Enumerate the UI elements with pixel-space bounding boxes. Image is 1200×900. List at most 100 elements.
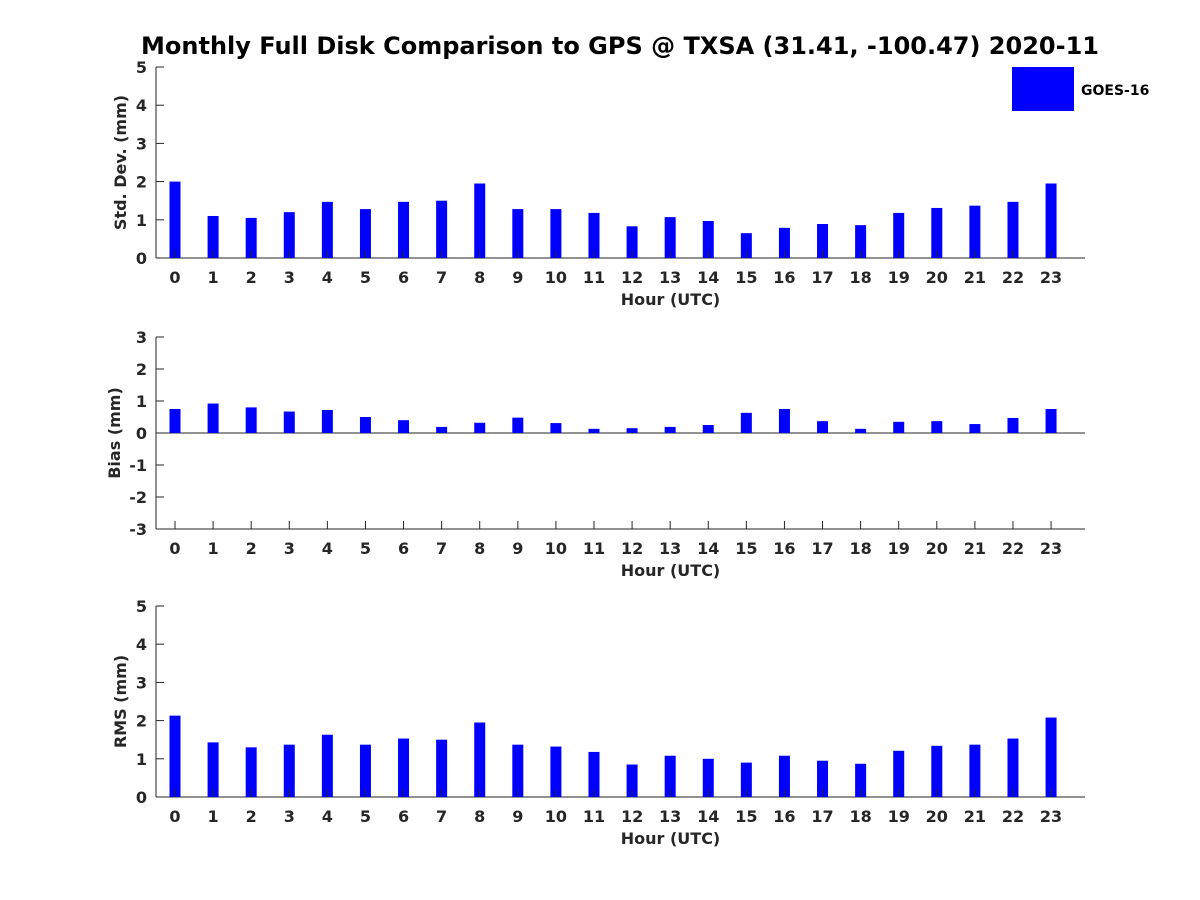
bias-bar bbox=[550, 423, 562, 433]
rms-bar bbox=[702, 758, 714, 797]
bias-bar bbox=[817, 421, 829, 433]
rms-xtick-label: 15 bbox=[735, 807, 757, 826]
bias-xtick-label: 12 bbox=[621, 539, 643, 558]
std-dev-bar bbox=[436, 200, 448, 258]
std-dev-xtick-label: 14 bbox=[697, 268, 719, 287]
bias-bar bbox=[398, 420, 410, 433]
std-dev-bar bbox=[778, 227, 790, 258]
std-dev-ytick-label: 0 bbox=[136, 249, 147, 268]
bias-bar bbox=[740, 412, 752, 433]
bias-xtick-label: 22 bbox=[1002, 539, 1024, 558]
bias-xtick-label: 21 bbox=[964, 539, 986, 558]
bias-bar bbox=[893, 421, 905, 433]
rms-ytick-label: 5 bbox=[136, 597, 147, 616]
std-dev-xtick-label: 7 bbox=[436, 268, 447, 287]
rms-xtick-label: 6 bbox=[398, 807, 409, 826]
bias-ytick-label: 0 bbox=[136, 424, 147, 443]
std-dev-xtick-label: 21 bbox=[964, 268, 986, 287]
rms-ytick-label: 2 bbox=[136, 712, 147, 731]
rms-xtick-label: 4 bbox=[322, 807, 333, 826]
std-dev-ytick-label: 4 bbox=[136, 96, 147, 115]
rms-xtick-label: 14 bbox=[697, 807, 719, 826]
rms-xtick-label: 22 bbox=[1002, 807, 1024, 826]
legend-label: GOES-16 bbox=[1081, 83, 1149, 99]
bias-ytick-label: -1 bbox=[129, 456, 147, 475]
bias-xtick-label: 0 bbox=[169, 539, 180, 558]
bias-bar bbox=[169, 409, 181, 433]
rms-bar bbox=[436, 739, 448, 797]
rms-xtick-label: 8 bbox=[474, 807, 485, 826]
rms-xtick-label: 7 bbox=[436, 807, 447, 826]
bias-xtick-label: 18 bbox=[849, 539, 871, 558]
rms-bar bbox=[969, 744, 981, 797]
std-dev-xtick-label: 19 bbox=[888, 268, 910, 287]
std-dev-bar bbox=[1045, 183, 1057, 258]
std-dev-xtick-label: 13 bbox=[659, 268, 681, 287]
bias-xtick-label: 3 bbox=[284, 539, 295, 558]
std-dev-bar bbox=[359, 209, 371, 258]
std-dev-xtick-label: 0 bbox=[169, 268, 180, 287]
rms-xtick-label: 13 bbox=[659, 807, 681, 826]
bias-xtick-label: 13 bbox=[659, 539, 681, 558]
bias-bar bbox=[702, 425, 714, 433]
rms-bar bbox=[588, 751, 600, 797]
std-dev-ytick-label: 2 bbox=[136, 173, 147, 192]
std-dev-xlabel: Hour (UTC) bbox=[621, 290, 721, 309]
std-dev-bar bbox=[855, 225, 867, 258]
bias-ytick-label: -3 bbox=[129, 520, 147, 539]
bias-bar bbox=[245, 407, 257, 433]
rms-ylabel: RMS (mm) bbox=[111, 655, 130, 748]
rms-bar bbox=[512, 744, 524, 797]
rms-bar bbox=[740, 762, 752, 797]
bias-xtick-label: 6 bbox=[398, 539, 409, 558]
rms-bar bbox=[893, 750, 905, 797]
bias-bar bbox=[855, 428, 867, 433]
bias-xtick-label: 4 bbox=[322, 539, 333, 558]
bias-bar bbox=[474, 422, 486, 433]
rms-xtick-label: 0 bbox=[169, 807, 180, 826]
std-dev-xtick-label: 11 bbox=[583, 268, 605, 287]
std-dev-xtick-label: 8 bbox=[474, 268, 485, 287]
bias-ytick-label: -2 bbox=[129, 488, 147, 507]
rms-xtick-label: 16 bbox=[773, 807, 795, 826]
bias-bar bbox=[359, 417, 371, 433]
rms-bar bbox=[207, 742, 219, 797]
std-dev-bar bbox=[512, 209, 524, 258]
bias-ytick-label: 3 bbox=[136, 328, 147, 347]
figure-title: Monthly Full Disk Comparison to GPS @ TX… bbox=[141, 32, 1099, 60]
bias-bar bbox=[588, 428, 600, 433]
std-dev-xtick-label: 15 bbox=[735, 268, 757, 287]
bias-xtick-label: 1 bbox=[208, 539, 219, 558]
bias-xtick-label: 2 bbox=[246, 539, 257, 558]
std-dev-ylabel: Std. Dev. (mm) bbox=[111, 95, 130, 230]
std-dev-xtick-label: 18 bbox=[849, 268, 871, 287]
bias-bar bbox=[436, 426, 448, 433]
std-dev-bar bbox=[740, 233, 752, 258]
rms-bar bbox=[245, 747, 257, 797]
rms-xtick-label: 20 bbox=[926, 807, 948, 826]
bias-xtick-label: 23 bbox=[1040, 539, 1062, 558]
rms-xtick-label: 12 bbox=[621, 807, 643, 826]
rms-bar bbox=[398, 738, 410, 797]
bias-xtick-label: 8 bbox=[474, 539, 485, 558]
std-dev-xtick-label: 22 bbox=[1002, 268, 1024, 287]
std-dev-bar bbox=[969, 205, 981, 258]
bias-bar bbox=[778, 409, 790, 433]
rms-bar bbox=[931, 745, 943, 797]
rms-xlabel: Hour (UTC) bbox=[621, 829, 721, 848]
rms-bar bbox=[855, 763, 867, 797]
bias-xtick-label: 17 bbox=[811, 539, 833, 558]
bias-ytick-label: 2 bbox=[136, 360, 147, 379]
std-dev-xtick-label: 9 bbox=[512, 268, 523, 287]
bias-xtick-label: 14 bbox=[697, 539, 719, 558]
rms-bar bbox=[1007, 738, 1019, 797]
bias-bar bbox=[626, 428, 638, 433]
bias-xtick-label: 7 bbox=[436, 539, 447, 558]
bias-xtick-label: 10 bbox=[545, 539, 567, 558]
bias-bar bbox=[1045, 409, 1057, 433]
legend: GOES-16 bbox=[1012, 67, 1149, 111]
rms-xtick-label: 9 bbox=[512, 807, 523, 826]
bias-xtick-label: 20 bbox=[926, 539, 948, 558]
rms-xtick-label: 10 bbox=[545, 807, 567, 826]
rms-bar bbox=[169, 715, 181, 797]
